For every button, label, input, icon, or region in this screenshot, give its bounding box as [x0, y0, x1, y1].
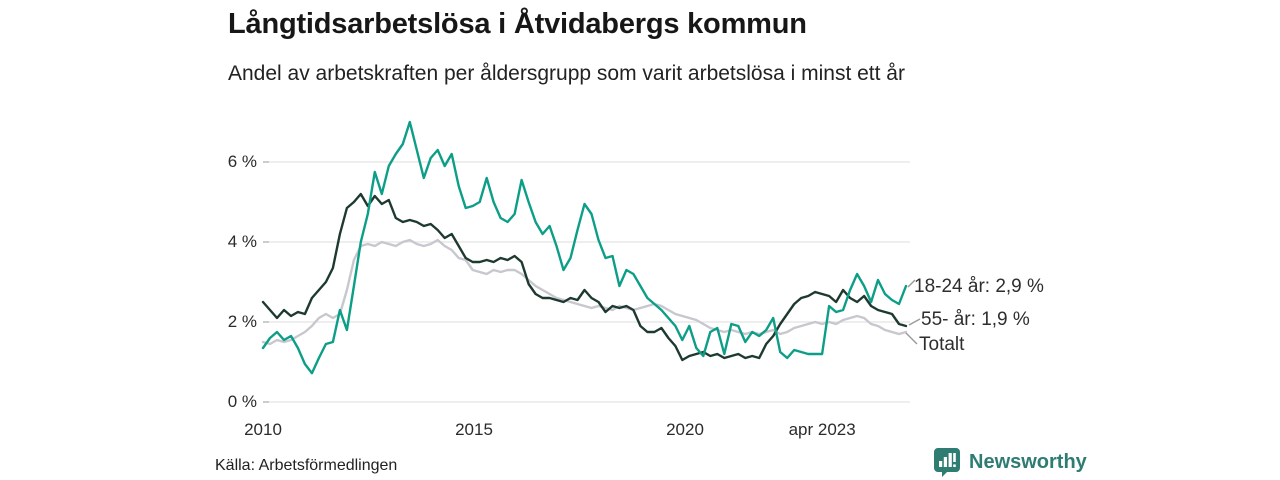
- x-tick-label: 2020: [666, 420, 704, 439]
- x-tick-label: 2010: [244, 420, 282, 439]
- chart-subtitle: Andel av arbetskraften per åldersgrupp s…: [228, 62, 905, 85]
- chart-title: Långtidsarbetslösa i Åtvidabergs kommun: [228, 8, 807, 40]
- source-note: Källa: Arbetsförmedlingen: [215, 457, 398, 474]
- series-label-18-24-r: 18-24 år: 2,9 %: [914, 276, 1044, 297]
- brand-name: Newsworthy: [969, 450, 1087, 473]
- label-leader-line: [907, 279, 916, 288]
- y-tick-label: 4 %: [227, 232, 257, 251]
- series-line-totalt: [261, 238, 908, 346]
- x-tick-label: apr 2023: [788, 420, 856, 439]
- label-leader-line: [905, 332, 918, 345]
- y-tick-label: 0 %: [227, 392, 257, 411]
- y-tick-label: 6 %: [227, 152, 257, 171]
- series-label-totalt: Totalt: [919, 334, 965, 355]
- newsworthy-logo-icon: [934, 448, 960, 477]
- brand-footer: Newsworthy: [933, 447, 1087, 477]
- series-line-55--r: [261, 192, 908, 362]
- x-tick-label: 2015: [455, 420, 493, 439]
- label-leader-line: [908, 318, 921, 326]
- y-tick-label: 2 %: [227, 312, 257, 331]
- series-label-55--r: 55- år: 1,9 %: [921, 309, 1030, 330]
- series-line-18-24-r: [261, 120, 908, 375]
